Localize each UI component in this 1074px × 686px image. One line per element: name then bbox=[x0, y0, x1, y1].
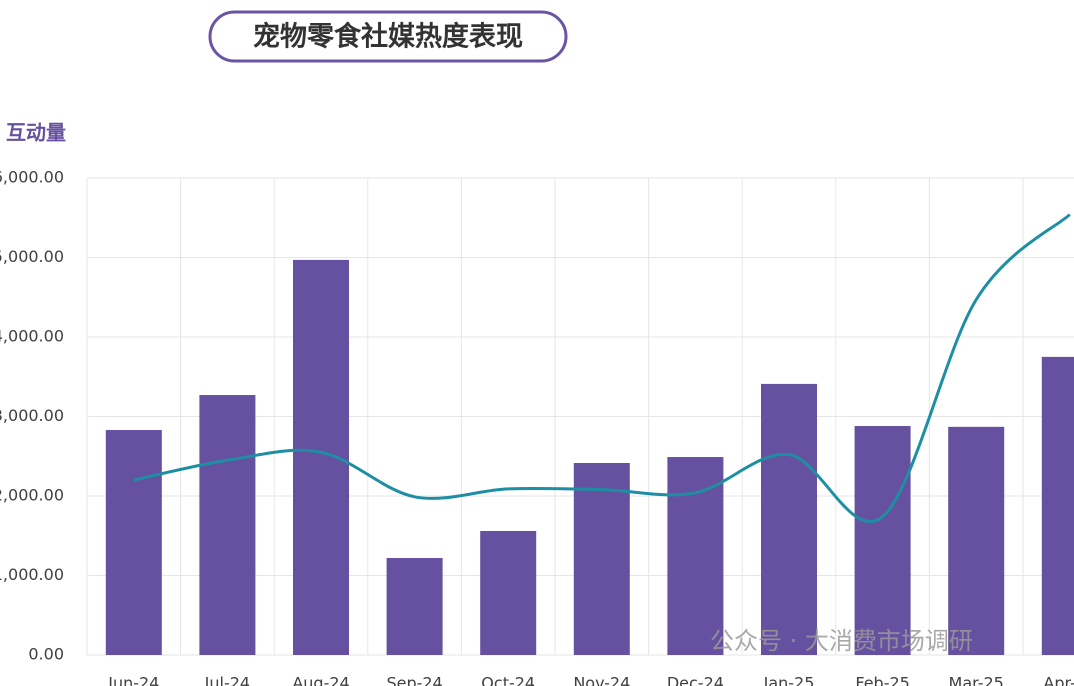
bar bbox=[667, 457, 724, 655]
x-tick-label: Dec-24 bbox=[667, 674, 724, 686]
x-tick-label: Apr-25 bbox=[1043, 674, 1074, 686]
bar bbox=[948, 426, 1005, 655]
y-tick-label: 2,000.00 bbox=[0, 486, 64, 505]
bar bbox=[1041, 356, 1074, 655]
chart-title: 宠物零食社媒热度表现 bbox=[253, 21, 523, 53]
x-tick-label: Jun-24 bbox=[107, 674, 159, 686]
watermark: 公众号 · 大消费市场调研 bbox=[710, 627, 973, 655]
y-tick-label: 3,000.00 bbox=[0, 406, 64, 425]
plot: 0.00 1,000.00 2,000.00 3,000.00 4,000.00 5,00… bbox=[0, 168, 1074, 686]
bar bbox=[386, 558, 443, 655]
bar bbox=[854, 426, 911, 655]
x-tick-label: Nov-24 bbox=[573, 674, 630, 686]
bar bbox=[761, 383, 817, 655]
y-tick-label: 0.00 bbox=[28, 645, 64, 664]
bar bbox=[573, 463, 630, 655]
x-tick-label: Jul-24 bbox=[204, 674, 250, 686]
line bbox=[133, 213, 1071, 523]
y-tick-label: 4,000.00 bbox=[0, 327, 64, 346]
bar bbox=[480, 530, 537, 655]
y-tick-label: 5,000.00 bbox=[0, 247, 64, 266]
x-tick-label: Aug-24 bbox=[292, 674, 349, 686]
bar bbox=[105, 430, 162, 655]
bar bbox=[199, 395, 256, 655]
x-tick-label: Oct-24 bbox=[481, 674, 535, 686]
x-tick-label: Feb-25 bbox=[855, 674, 909, 686]
y-axis-title: 互动量 bbox=[6, 121, 66, 145]
x-tick-label: Jan-25 bbox=[763, 674, 815, 686]
y-tick-label: 6,000.00 bbox=[0, 168, 64, 187]
x-tick-label: Sep-24 bbox=[386, 674, 442, 686]
title-box bbox=[208, 10, 568, 63]
x-tick-label: Mar-25 bbox=[949, 674, 1004, 686]
y-tick-label: 1,000.00 bbox=[0, 565, 64, 584]
